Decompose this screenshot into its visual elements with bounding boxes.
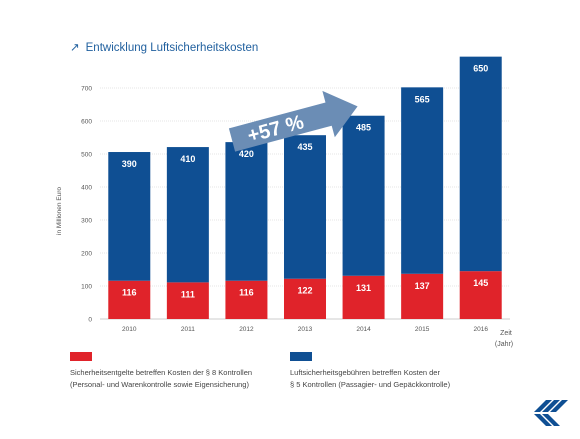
- y-tick-label: 0: [88, 317, 92, 324]
- adv-logo: [532, 398, 572, 430]
- bar-red: [459, 271, 502, 319]
- growth-arrow-shape: [228, 90, 358, 152]
- x-tick-label: 2014: [356, 326, 371, 333]
- data-label-blue: 435: [297, 142, 312, 152]
- x-tick-label: 2015: [415, 326, 430, 333]
- x-tick-label: 2013: [298, 326, 313, 333]
- y-tick-label: 700: [81, 86, 92, 93]
- legend-text-blue-line1: Luftsicherheitsgebühren betreffen Kosten…: [290, 368, 440, 377]
- x-tick-label: 2012: [239, 326, 254, 333]
- data-label-red: 131: [356, 283, 371, 293]
- bar-blue: [108, 152, 151, 281]
- data-label-red: 145: [473, 278, 488, 288]
- data-label-blue: 390: [122, 159, 137, 169]
- legend-text-red-line2: (Personal- und Warenkontrolle sowie Eige…: [70, 380, 249, 389]
- chart-title-text: Entwicklung Luftsicherheitskosten: [85, 42, 259, 54]
- data-label-blue: 565: [415, 94, 430, 104]
- chart-title: ↗ Entwicklung Luftsicherheitskosten: [70, 40, 258, 54]
- legend-item-blue: Luftsicherheitsgebühren betreffen Kosten…: [290, 352, 450, 391]
- data-label-red: 137: [415, 281, 430, 291]
- y-tick-label: 100: [81, 284, 92, 291]
- data-label-red: 111: [181, 289, 195, 299]
- data-label-blue: 410: [180, 154, 195, 164]
- bar-red: [108, 280, 151, 319]
- x-axis-title: Zeit: [500, 330, 512, 337]
- data-label-blue: 650: [473, 64, 488, 74]
- bar-blue: [342, 115, 385, 276]
- y-tick-labels: 0 100 200 300 400 500 600 700: [81, 86, 92, 324]
- data-label-red: 116: [239, 288, 254, 298]
- bar-red: [284, 278, 326, 319]
- bar-red: [225, 280, 268, 319]
- y-tick-label: 300: [81, 218, 92, 225]
- bars: 116 390 111 410 116 420 122 435 131 485 137 565 145 6…: [108, 56, 502, 319]
- bar-red: [342, 275, 385, 319]
- y-tick-label: 600: [81, 119, 92, 126]
- legend-swatch-blue: [290, 352, 312, 361]
- y-tick-label: 500: [81, 152, 92, 159]
- data-label-blue: 485: [356, 123, 371, 133]
- legend-item-red: Sicherheitsentgelte betreffen Kosten der…: [70, 352, 252, 391]
- bar-blue: [401, 87, 444, 274]
- data-label-red: 122: [297, 286, 312, 296]
- stacked-bar-chart: 0 100 200 300 400 500 600 700 116 390 111 410 116 42…: [81, 56, 513, 348]
- y-tick-label: 200: [81, 251, 92, 258]
- x-axis-unit: (Jahr): [495, 341, 513, 348]
- arrow-icon: ↗: [70, 42, 80, 54]
- bar-blue: [459, 56, 502, 272]
- bar-red: [401, 273, 444, 319]
- legend-text-red-line1: Sicherheitsentgelte betreffen Kosten der…: [70, 368, 253, 377]
- bar-blue: [225, 142, 268, 281]
- bar-red: [166, 282, 209, 319]
- legend-text-blue-line2: § 5 Kontrollen (Passagier- und Gepäckkon…: [290, 380, 451, 389]
- x-tick-labels: 2010 2011 2012 2013 2014 2015 2016: [122, 326, 488, 333]
- data-label-blue: 420: [239, 149, 254, 159]
- x-tick-label: 2011: [181, 326, 195, 333]
- y-tick-label: 400: [81, 185, 92, 192]
- x-tick-label: 2016: [473, 326, 488, 333]
- bar-blue: [166, 147, 209, 283]
- bar-blue: [284, 135, 326, 279]
- x-tick-label: 2010: [122, 326, 137, 333]
- data-label-red: 116: [122, 288, 137, 298]
- legend-swatch-red: [70, 352, 92, 361]
